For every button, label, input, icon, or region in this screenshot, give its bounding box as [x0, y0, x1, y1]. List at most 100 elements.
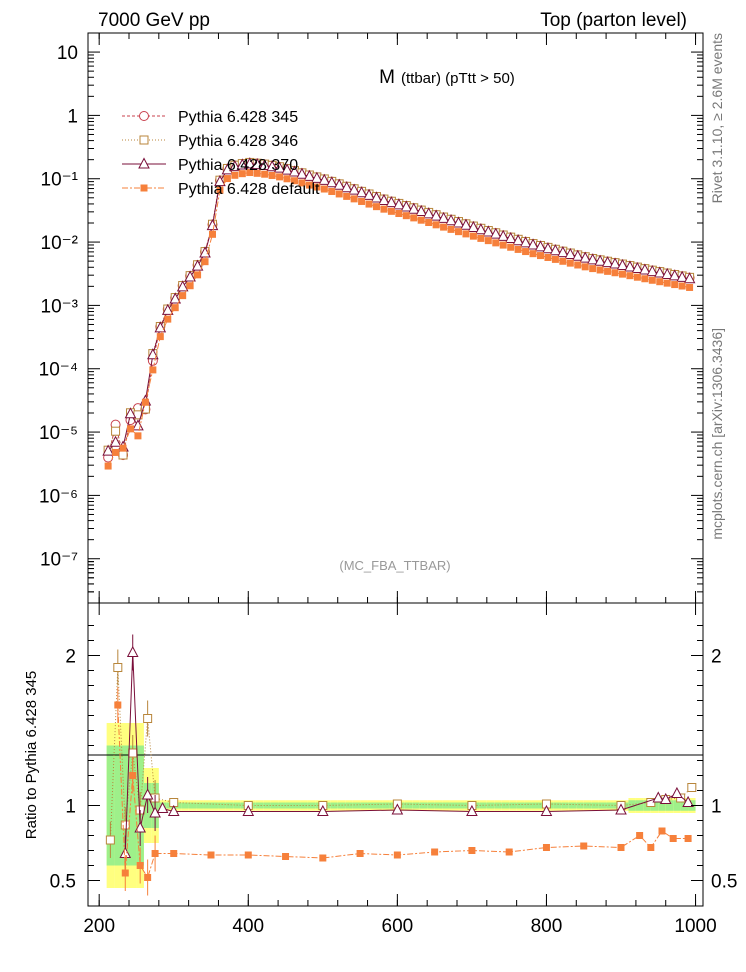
uncertainty-band-green — [561, 802, 569, 809]
data-point — [631, 261, 644, 274]
x-tick-label: 400 — [232, 916, 264, 937]
ratio-point — [652, 791, 665, 803]
ratio-point — [128, 748, 138, 758]
data-point — [671, 281, 679, 289]
y-tick-label: 10⁻¹ — [41, 170, 79, 191]
data-point — [231, 171, 239, 179]
data-point — [112, 448, 120, 456]
ratio-point — [617, 844, 625, 851]
data-point — [477, 234, 485, 242]
data-point — [111, 426, 121, 436]
data-point — [370, 191, 383, 203]
main-series — [102, 157, 696, 470]
data-point — [118, 450, 128, 460]
data-point — [393, 198, 405, 210]
ratio-point — [144, 874, 152, 881]
data-point — [497, 229, 510, 241]
ratio-point — [684, 835, 692, 842]
data-point — [191, 259, 204, 271]
data-point — [380, 205, 388, 213]
data-point — [206, 219, 219, 231]
legend-entry-4: Pythia 6.428 default — [122, 181, 320, 198]
data-point — [124, 407, 137, 419]
data-point — [611, 269, 619, 277]
uncertainty-band-green — [486, 802, 495, 809]
data-point — [566, 259, 574, 267]
ratio-point — [129, 772, 137, 779]
ratio-y-tick-label-right: 2 — [711, 647, 722, 668]
data-point — [557, 246, 569, 258]
data-point — [313, 183, 321, 191]
uncertainty-band-green — [129, 745, 137, 866]
data-point — [350, 195, 358, 203]
data-point — [246, 169, 254, 177]
legend-label: Pythia 6.428 346 — [178, 133, 298, 150]
data-point — [156, 333, 164, 341]
data-point — [609, 257, 621, 269]
data-point — [422, 207, 435, 219]
ratio-point — [682, 795, 694, 807]
ratio-point — [669, 835, 677, 842]
ratio-point — [114, 701, 122, 709]
data-point — [184, 270, 196, 282]
uncertainty-band-green — [591, 802, 599, 809]
series-4 — [104, 169, 694, 470]
data-point — [415, 204, 428, 217]
main-panel: 10 1 10⁻¹ 10⁻² 10⁻³ 10⁻⁴ 10⁻⁵ 10⁻⁶ 10⁻⁷ M (ttbar… — [39, 32, 704, 604]
data-point — [425, 219, 433, 227]
main-ticks: 10 1 10⁻¹ 10⁻² 10⁻³ 10⁻⁴ 10⁻⁵ 10⁻⁶ 10⁻⁷ — [39, 33, 703, 604]
data-point — [534, 240, 547, 252]
uncertainty-band-green — [516, 802, 525, 809]
data-point — [676, 270, 688, 282]
ratio-point — [468, 847, 476, 854]
data-point — [387, 207, 395, 215]
data-point — [261, 170, 269, 178]
data-point — [333, 178, 346, 190]
data-point — [134, 432, 142, 440]
uncertainty-band-green — [628, 800, 636, 811]
ratio-point — [151, 850, 159, 857]
data-point — [126, 425, 134, 433]
ratio-y-tick-label: 1 — [65, 797, 76, 818]
ratio-point — [126, 645, 139, 657]
uncertainty-band-green — [114, 745, 122, 866]
data-point — [288, 165, 301, 177]
ratio-point — [580, 842, 588, 850]
legend-label: Pythia 6.428 370 — [178, 157, 298, 174]
uncertainty-band-green — [330, 802, 338, 809]
data-point — [348, 183, 360, 195]
uncertainty-band-green — [665, 800, 674, 811]
data-point — [335, 190, 343, 198]
data-point — [484, 237, 492, 245]
data-point — [266, 160, 278, 172]
legend-entry-3: Pythia 6.428 370 — [122, 157, 298, 174]
data-point — [492, 239, 500, 247]
uncertainty-band-green — [427, 802, 435, 809]
ratio-point — [136, 862, 144, 869]
ratio-line — [109, 667, 693, 841]
legend-marker — [139, 111, 149, 121]
data-point — [223, 175, 231, 183]
data-point — [499, 241, 507, 249]
data-point — [445, 214, 457, 226]
data-point — [407, 202, 420, 214]
data-point — [542, 242, 554, 254]
data-point — [273, 161, 286, 173]
uncertainty-band-green — [412, 802, 420, 809]
data-point — [363, 188, 375, 200]
uncertainty-band-green — [337, 802, 346, 809]
uncertainty-band-green — [375, 802, 383, 809]
data-point — [594, 254, 606, 266]
uncertainty-band-green — [419, 802, 428, 809]
uncertainty-band-green — [218, 802, 226, 809]
data-point — [447, 225, 455, 233]
data-point — [616, 258, 629, 270]
data-point — [303, 169, 316, 181]
uncertainty-band-green — [270, 802, 279, 809]
uncertainty-band-green — [524, 802, 532, 809]
ratio-point — [170, 850, 178, 857]
data-point — [618, 270, 626, 278]
data-point — [507, 243, 515, 251]
ratio-y-tick-label-right: 0.5 — [711, 872, 737, 893]
data-point — [514, 245, 522, 253]
